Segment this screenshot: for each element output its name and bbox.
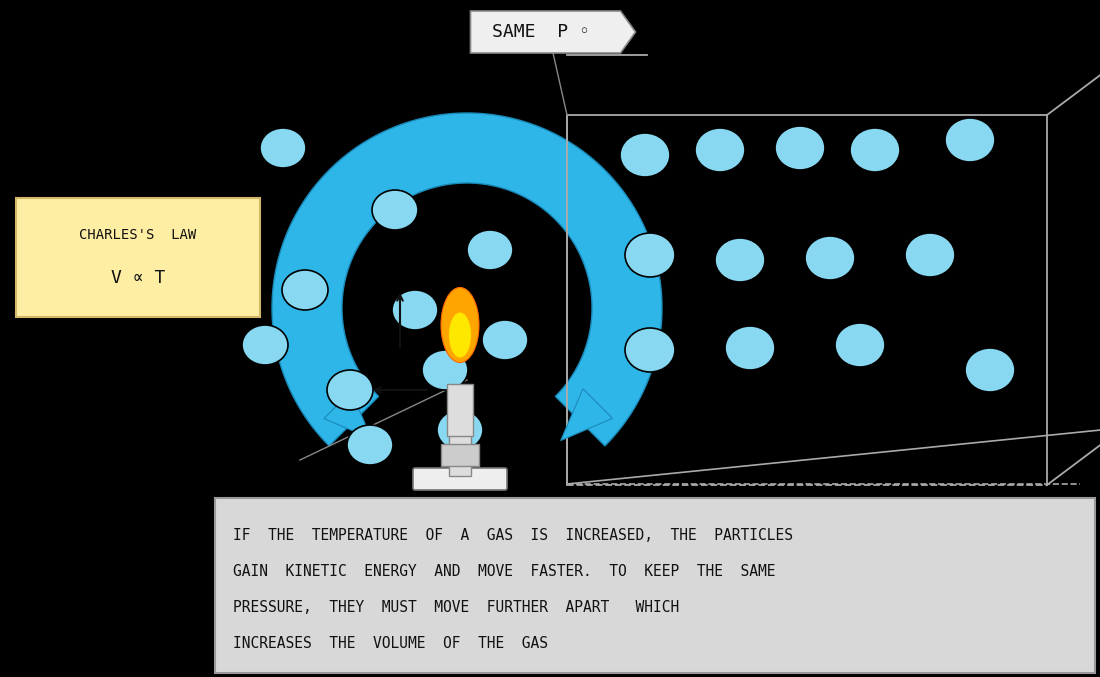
Ellipse shape: [422, 350, 468, 390]
Ellipse shape: [242, 325, 288, 365]
Ellipse shape: [327, 370, 373, 410]
Ellipse shape: [805, 236, 855, 280]
Polygon shape: [272, 113, 662, 446]
Ellipse shape: [725, 326, 775, 370]
Ellipse shape: [260, 128, 306, 168]
Ellipse shape: [437, 410, 483, 450]
Ellipse shape: [482, 320, 528, 360]
Ellipse shape: [468, 230, 513, 270]
Text: PRESSURE,  THEY  MUST  MOVE  FURTHER  APART   WHICH: PRESSURE, THEY MUST MOVE FURTHER APART W…: [233, 600, 680, 615]
FancyBboxPatch shape: [214, 498, 1094, 673]
Ellipse shape: [835, 323, 886, 367]
Ellipse shape: [449, 313, 471, 357]
FancyBboxPatch shape: [449, 429, 471, 476]
Text: GAIN  KINETIC  ENERGY  AND  MOVE  FASTER.  TO  KEEP  THE  SAME: GAIN KINETIC ENERGY AND MOVE FASTER. TO …: [233, 564, 776, 579]
Text: INCREASES  THE  VOLUME  OF  THE  GAS: INCREASES THE VOLUME OF THE GAS: [233, 636, 548, 651]
FancyBboxPatch shape: [441, 444, 478, 466]
Ellipse shape: [776, 126, 825, 170]
FancyBboxPatch shape: [412, 468, 507, 490]
Ellipse shape: [197, 220, 243, 260]
Ellipse shape: [372, 190, 418, 230]
Polygon shape: [471, 11, 636, 53]
Text: CHARLES'S  LAW: CHARLES'S LAW: [79, 228, 197, 242]
Ellipse shape: [715, 238, 764, 282]
Ellipse shape: [392, 290, 438, 330]
Ellipse shape: [905, 233, 955, 277]
Ellipse shape: [695, 128, 745, 172]
Ellipse shape: [346, 425, 393, 465]
Ellipse shape: [965, 348, 1015, 392]
Ellipse shape: [625, 328, 675, 372]
FancyBboxPatch shape: [447, 384, 473, 436]
Ellipse shape: [850, 128, 900, 172]
Ellipse shape: [625, 233, 675, 277]
Text: SAME  P ◦: SAME P ◦: [492, 23, 590, 41]
Text: V ∝ T: V ∝ T: [111, 269, 165, 287]
Ellipse shape: [282, 270, 328, 310]
Ellipse shape: [620, 133, 670, 177]
Ellipse shape: [945, 118, 996, 162]
FancyBboxPatch shape: [16, 198, 260, 317]
Polygon shape: [324, 391, 372, 439]
Ellipse shape: [441, 288, 478, 362]
Text: IF  THE  TEMPERATURE  OF  A  GAS  IS  INCREASED,  THE  PARTICLES: IF THE TEMPERATURE OF A GAS IS INCREASED…: [233, 528, 793, 543]
Polygon shape: [561, 389, 613, 441]
